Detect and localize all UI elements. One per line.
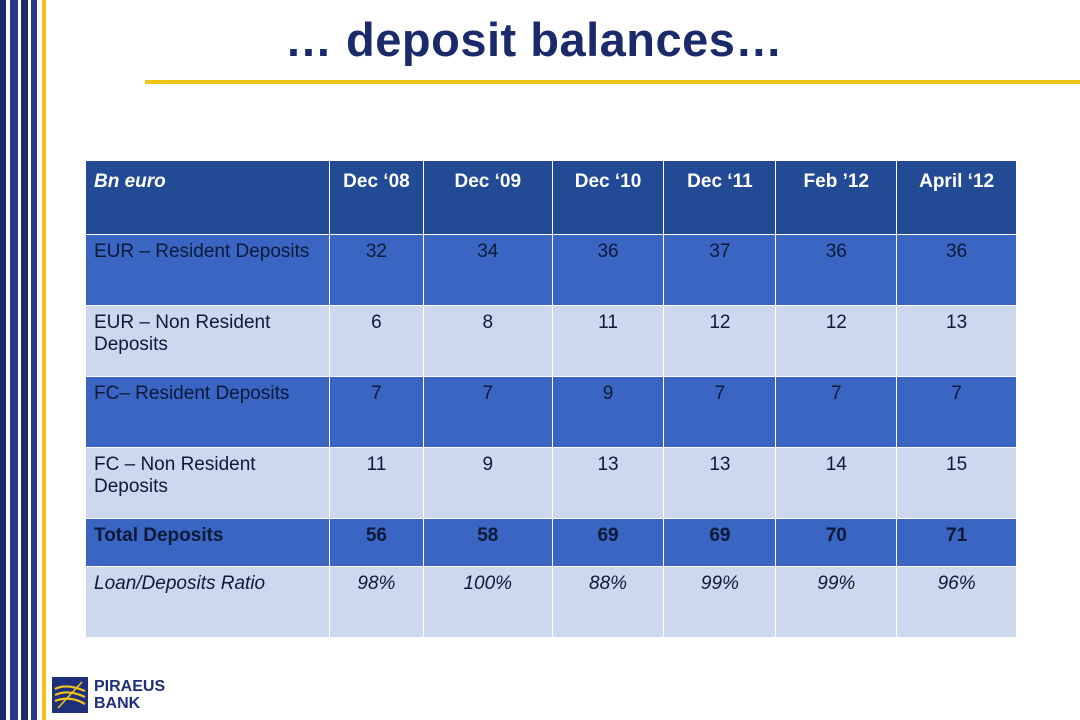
table-cell: 11 bbox=[551, 305, 665, 377]
row-label: Total Deposits bbox=[85, 518, 330, 567]
column-header: Feb ’12 bbox=[775, 160, 898, 235]
table-cell: 7 bbox=[422, 376, 553, 448]
row-label: FC– Resident Deposits bbox=[85, 376, 330, 448]
title-underline bbox=[145, 80, 1080, 84]
deposits-table: Bn euro Dec ‘08 Dec ‘09 Dec ‘10 Dec ‘11 … bbox=[85, 160, 1017, 638]
table-cell: 12 bbox=[775, 305, 898, 377]
table-cell: 7 bbox=[328, 376, 424, 448]
decor-stripe bbox=[6, 0, 10, 720]
table-cell: 36 bbox=[775, 234, 898, 306]
column-header: Dec ‘10 bbox=[551, 160, 665, 235]
table-cell: 13 bbox=[896, 305, 1017, 377]
table-cell: 58 bbox=[422, 518, 553, 567]
column-header: April ‘12 bbox=[896, 160, 1017, 235]
table-cell: 11 bbox=[328, 447, 424, 519]
decor-stripe bbox=[28, 0, 31, 720]
decor-stripe bbox=[0, 0, 6, 720]
table-cell: 88% bbox=[551, 566, 665, 638]
table-row: FC– Resident Deposits 7 7 9 7 7 7 bbox=[85, 376, 1017, 448]
table-cell: 37 bbox=[663, 234, 777, 306]
table-cell: 13 bbox=[551, 447, 665, 519]
decor-stripe bbox=[21, 0, 28, 720]
logo-line-1: PIRAEUS bbox=[94, 678, 166, 695]
table-cell: 32 bbox=[328, 234, 424, 306]
table-cell: 14 bbox=[775, 447, 898, 519]
table-cell: 96% bbox=[896, 566, 1017, 638]
table-row: EUR – Resident Deposits 32 34 36 37 36 3… bbox=[85, 234, 1017, 306]
table-cell: 36 bbox=[896, 234, 1017, 306]
table-cell: 12 bbox=[663, 305, 777, 377]
decor-stripe bbox=[10, 0, 18, 720]
logo-line-2: BANK bbox=[94, 695, 141, 712]
slide-title: … deposit balances… bbox=[285, 13, 783, 66]
table-cell: 69 bbox=[663, 518, 777, 567]
table-header-row: Bn euro Dec ‘08 Dec ‘09 Dec ‘10 Dec ‘11 … bbox=[85, 160, 1017, 235]
table-cell: 8 bbox=[422, 305, 553, 377]
column-header: Dec ‘09 bbox=[422, 160, 553, 235]
column-header: Dec ‘08 bbox=[328, 160, 424, 235]
table-cell: 7 bbox=[896, 376, 1017, 448]
table-cell: 99% bbox=[663, 566, 777, 638]
table-cell: 71 bbox=[896, 518, 1017, 567]
decor-stripe bbox=[31, 0, 37, 720]
row-label: EUR – Non Resident Deposits bbox=[85, 305, 330, 377]
decor-stripe-yellow bbox=[42, 0, 46, 720]
table-cell: 99% bbox=[775, 566, 898, 638]
table-cell: 15 bbox=[896, 447, 1017, 519]
table-cell: 69 bbox=[551, 518, 665, 567]
row-label: Loan/Deposits Ratio bbox=[85, 566, 330, 638]
table-cell: 7 bbox=[775, 376, 898, 448]
table-row: FC – Non Resident Deposits 11 9 13 13 14… bbox=[85, 447, 1017, 519]
table-cell: 9 bbox=[551, 376, 665, 448]
decor-stripe bbox=[18, 0, 21, 720]
table-cell: 34 bbox=[422, 234, 553, 306]
table-cell: 100% bbox=[422, 566, 553, 638]
table-cell: 70 bbox=[775, 518, 898, 567]
column-header: Dec ‘11 bbox=[663, 160, 777, 235]
table-cell: 13 bbox=[663, 447, 777, 519]
table-row-total: Total Deposits 56 58 69 69 70 71 bbox=[85, 518, 1017, 567]
piraeus-bank-logo: PIRAEUS BANK bbox=[52, 677, 182, 715]
table-cell: 56 bbox=[328, 518, 424, 567]
column-header: Bn euro bbox=[85, 160, 330, 235]
table-row: EUR – Non Resident Deposits 6 8 11 12 12… bbox=[85, 305, 1017, 377]
row-label: EUR – Resident Deposits bbox=[85, 234, 330, 306]
table-cell: 9 bbox=[422, 447, 553, 519]
bank-emblem-icon bbox=[52, 677, 88, 713]
row-label: FC – Non Resident Deposits bbox=[85, 447, 330, 519]
table-cell: 7 bbox=[663, 376, 777, 448]
table-cell: 6 bbox=[328, 305, 424, 377]
table-cell: 36 bbox=[551, 234, 665, 306]
table-cell: 98% bbox=[328, 566, 424, 638]
logo-text: PIRAEUS BANK bbox=[94, 678, 165, 712]
table-row-ratio: Loan/Deposits Ratio 98% 100% 88% 99% 99%… bbox=[85, 566, 1017, 638]
